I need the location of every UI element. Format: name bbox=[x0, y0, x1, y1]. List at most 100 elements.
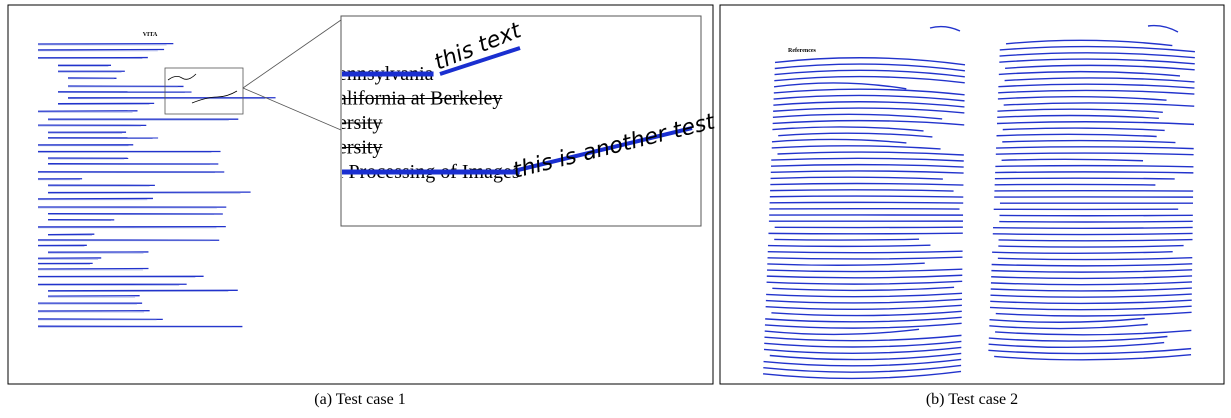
text-strike bbox=[997, 115, 1159, 118]
text-strike bbox=[990, 318, 1145, 322]
text-strike bbox=[991, 282, 1192, 285]
text-strike bbox=[765, 323, 962, 328]
text-strike bbox=[767, 281, 963, 284]
text-strike bbox=[770, 184, 963, 186]
text-strike bbox=[996, 153, 1194, 155]
text-strike bbox=[997, 134, 1157, 136]
text-strike bbox=[767, 275, 962, 278]
text-strike bbox=[764, 347, 961, 353]
text-strike bbox=[770, 202, 964, 203]
text-strike bbox=[991, 270, 1192, 272]
text-strike bbox=[990, 294, 1191, 297]
text-strike bbox=[768, 245, 930, 246]
text-strike bbox=[991, 276, 1192, 279]
text-strike bbox=[1005, 65, 1195, 69]
text-strike bbox=[993, 227, 1193, 228]
text-strike bbox=[990, 300, 1192, 303]
text-strike bbox=[1002, 159, 1143, 160]
text-strike bbox=[930, 27, 960, 31]
zoom-connector bbox=[243, 20, 341, 88]
handwriting bbox=[168, 74, 196, 80]
text-strike bbox=[772, 139, 906, 142]
text-strike bbox=[1006, 40, 1172, 45]
text-strike bbox=[994, 355, 1191, 360]
text-strike bbox=[767, 269, 962, 271]
text-strike bbox=[764, 359, 962, 365]
text-strike bbox=[771, 311, 961, 315]
text-strike bbox=[771, 158, 963, 161]
text-strike bbox=[775, 70, 965, 77]
text-strike bbox=[999, 240, 1193, 241]
document-a: VITA bbox=[38, 32, 276, 327]
text-strike bbox=[995, 166, 1193, 167]
text-strike bbox=[995, 172, 1193, 173]
text-strike bbox=[991, 288, 1192, 291]
text-strike bbox=[773, 121, 965, 125]
text-strike bbox=[770, 190, 953, 191]
text-strike bbox=[1005, 78, 1195, 82]
text-strike bbox=[770, 353, 961, 359]
text-strike bbox=[995, 178, 1175, 179]
text-strike bbox=[766, 299, 962, 303]
text-strike bbox=[1000, 47, 1195, 52]
handwriting bbox=[192, 91, 237, 103]
text-strike bbox=[766, 305, 962, 309]
text-strike bbox=[995, 330, 1191, 334]
text-strike bbox=[773, 102, 964, 107]
text-strike bbox=[770, 196, 963, 197]
text-strike bbox=[771, 177, 943, 179]
text-strike bbox=[992, 252, 1173, 254]
text-strike bbox=[998, 90, 1194, 94]
text-strike bbox=[996, 312, 1192, 316]
text-strike bbox=[992, 264, 1193, 266]
heading: References bbox=[788, 48, 817, 54]
text-strike bbox=[998, 97, 1167, 100]
caption: (a) Test case 1 bbox=[314, 391, 405, 408]
text-strike bbox=[765, 329, 919, 334]
text-strike bbox=[767, 263, 924, 265]
text-strike bbox=[768, 233, 962, 234]
text-strike bbox=[1148, 26, 1178, 32]
text-strike bbox=[990, 306, 1192, 310]
text-strike bbox=[766, 293, 962, 296]
caption: (b) Test case 2 bbox=[926, 391, 1018, 408]
text-strike bbox=[996, 147, 1194, 149]
text-strike bbox=[988, 349, 1191, 354]
text-strike bbox=[774, 77, 964, 83]
text-strike bbox=[995, 184, 1156, 185]
text-strike bbox=[771, 171, 964, 173]
zoom-connector bbox=[243, 88, 341, 130]
text-strike bbox=[771, 165, 964, 167]
text-strike bbox=[765, 317, 962, 322]
text-strike bbox=[773, 114, 942, 119]
text-strike bbox=[772, 287, 954, 290]
text-strike bbox=[997, 109, 1162, 112]
text-strike bbox=[777, 152, 963, 155]
text-strike bbox=[774, 95, 965, 100]
text-strike bbox=[774, 239, 919, 240]
text-strike bbox=[989, 337, 1168, 342]
text-strike bbox=[999, 72, 1180, 76]
page-title: VITA bbox=[143, 32, 158, 38]
text-strike bbox=[989, 343, 1165, 348]
text-strike bbox=[989, 324, 1147, 328]
text-strike bbox=[1002, 141, 1175, 143]
text-strike bbox=[772, 146, 941, 149]
text-strike bbox=[999, 59, 1194, 64]
text-strike bbox=[1000, 53, 1195, 58]
text-strike bbox=[997, 122, 1194, 125]
text-strike bbox=[1004, 103, 1195, 106]
text-strike bbox=[773, 108, 964, 113]
text-strike bbox=[764, 341, 961, 347]
text-strike bbox=[778, 133, 932, 137]
text-strike bbox=[764, 335, 961, 340]
zoom-box bbox=[341, 16, 701, 226]
text-strike bbox=[768, 251, 963, 252]
text-strike bbox=[774, 89, 965, 95]
text-strike bbox=[999, 221, 1192, 222]
text-strike bbox=[768, 257, 963, 259]
text-strike bbox=[993, 233, 1193, 234]
text-strike bbox=[774, 83, 906, 89]
text-strike bbox=[998, 84, 1194, 88]
